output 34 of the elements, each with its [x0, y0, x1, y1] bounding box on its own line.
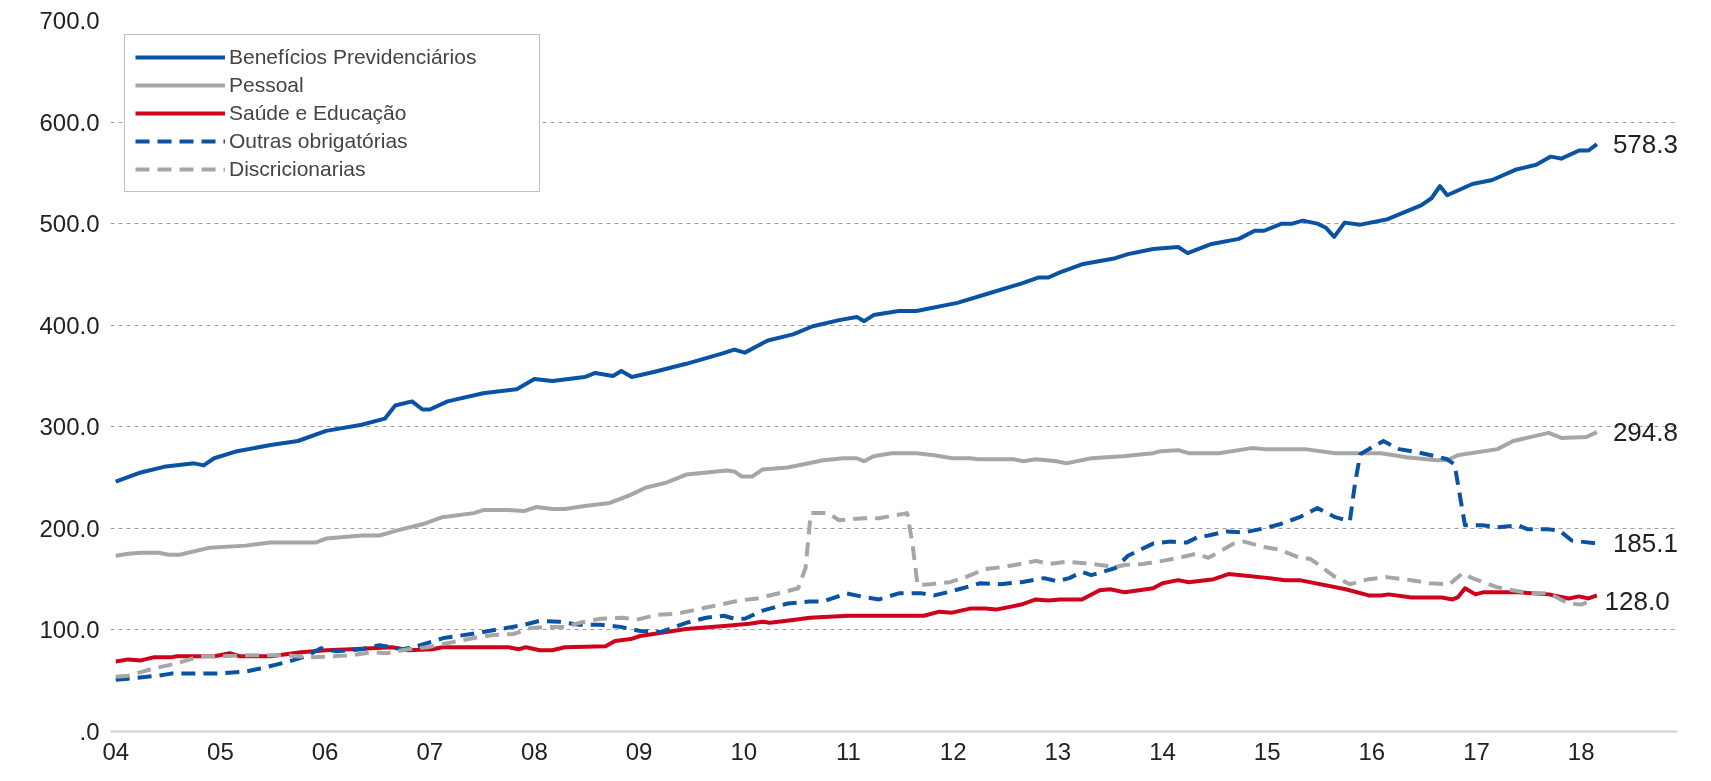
x-tick-label: 15	[1253, 737, 1281, 765]
x-tick-label: 11	[836, 737, 861, 765]
legend-label: Discricionarias	[229, 157, 367, 181]
x-tick-label: 13	[1044, 737, 1072, 765]
line-series	[113, 572, 1599, 664]
x-tick-label: 06	[311, 737, 339, 765]
x-tick-label: 08	[521, 737, 548, 765]
data-label: 578.3	[1612, 129, 1678, 160]
x-tick-label: 16	[1358, 737, 1386, 765]
y-tick-label: 700.0	[39, 7, 100, 34]
y-tick-label: 200.0	[39, 514, 100, 542]
x-tick-label: 14	[1149, 737, 1176, 765]
x-tick-label: 12	[939, 737, 967, 765]
x-tick-label: 17	[1463, 737, 1490, 765]
x-tick-label: 18	[1567, 737, 1595, 765]
y-tick-label: 100.0	[39, 616, 100, 644]
x-tick-label: 10	[730, 737, 758, 765]
x-tick-label: 07	[416, 737, 444, 765]
legend-label: Pessoal	[229, 73, 305, 97]
line-series	[113, 430, 1599, 558]
y-tick-label: 500.0	[39, 210, 100, 238]
legend-label: Outras obrigatórias	[229, 129, 409, 153]
data-label: 294.8	[1612, 417, 1678, 448]
data-label: 128.0	[1604, 586, 1670, 617]
x-tick-label: 04	[102, 737, 130, 765]
y-tick-label: .0	[79, 718, 100, 745]
legend-label: Saúde e Educação	[229, 101, 408, 125]
legend-label: Benefícios Previdenciários	[229, 45, 478, 69]
y-tick-label: 400.0	[39, 311, 100, 339]
x-tick-label: 09	[625, 737, 653, 765]
y-tick-label: 600.0	[39, 108, 100, 136]
y-tick-label: 300.0	[39, 413, 100, 441]
x-tick-label: 05	[207, 737, 234, 765]
data-label: 185.1	[1612, 528, 1678, 559]
